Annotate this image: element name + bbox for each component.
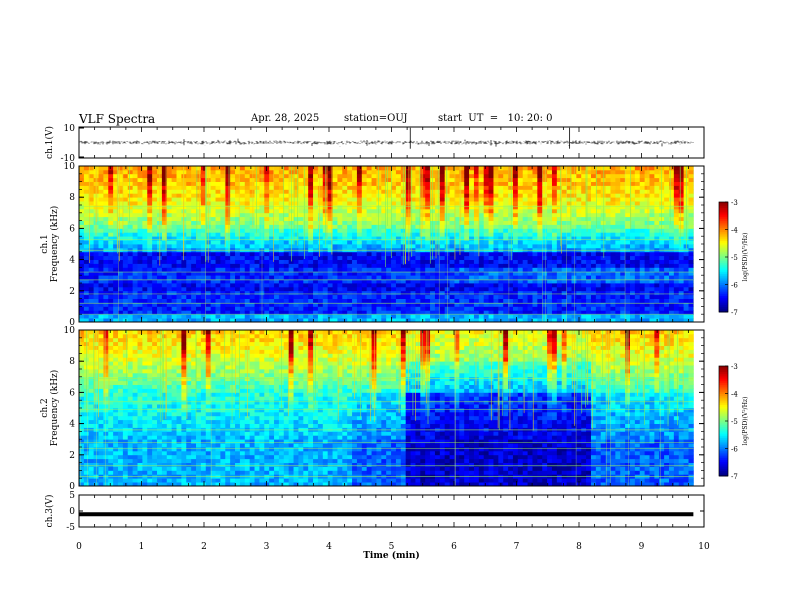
y-tick-label: 10 (64, 124, 76, 134)
x-tick-label: 1 (139, 542, 145, 552)
ch1-ylabel: ch.1(V) (44, 126, 55, 159)
colorbar-tick-label: -5 (731, 254, 738, 262)
frequency-axis-label: Frequency (kHz) (49, 370, 60, 447)
y-tick-label: 4 (69, 420, 75, 430)
panel-channel-label: ch.2 (40, 398, 50, 417)
y-tick-label: 4 (69, 256, 75, 266)
colorbar-tick-label: -6 (731, 282, 738, 290)
y-tick-label: 5 (69, 491, 75, 501)
x-tick-label: 4 (326, 542, 332, 552)
colorbar-tick-label: -5 (731, 418, 738, 426)
x-tick-label: 3 (264, 542, 270, 552)
colorbar-tick-label: -6 (731, 446, 738, 454)
x-tick-label: 0 (76, 542, 82, 552)
ch2-spectrogram-colorbar: -3 -4 -5 -6 -7 log(PSD)(V²/Hz) (718, 363, 749, 481)
x-tick-label: 8 (576, 542, 582, 552)
y-tick-label: 2 (69, 287, 75, 297)
x-tick-label: 9 (639, 542, 645, 552)
ch3-ylabel: ch.3(V) (44, 495, 55, 528)
colorbar-tick-label: -3 (731, 363, 738, 371)
station-label: station=OUJ (344, 113, 408, 124)
colorbar-label: log(PSD)(V²/Hz) (742, 397, 749, 446)
x-tick-label: 2 (201, 542, 207, 552)
y-tick-label: 6 (69, 224, 75, 234)
y-tick-label: 8 (69, 357, 75, 367)
start-time-label: start UT = 10: 20: 0 (438, 113, 553, 124)
colorbar-tick-label: -4 (731, 227, 738, 235)
y-tick-label: 2 (69, 451, 75, 461)
colorbar-label: log(PSD)(V²/Hz) (742, 233, 749, 282)
colorbar-tick-label: -3 (731, 199, 738, 207)
y-tick-label: 0 (69, 318, 75, 328)
y-tick-label: 8 (69, 193, 75, 203)
frequency-axis-label: Frequency (kHz) (49, 206, 60, 283)
colorbar-tick-label: -7 (731, 309, 738, 317)
y-tick-label: 6 (69, 388, 75, 398)
ch1-spectrogram (79, 166, 694, 323)
x-axis-label: Time (min) (363, 550, 420, 561)
date-label: Apr. 28, 2025 (251, 113, 320, 124)
y-tick-label: -5 (66, 523, 75, 533)
chart-title: VLF Spectra (79, 112, 156, 126)
y-tick-label: 10 (64, 326, 76, 336)
ch2-spectrogram (79, 330, 694, 487)
x-tick-label: 6 (451, 542, 457, 552)
colorbar-tick-label: -4 (731, 391, 738, 399)
ch1-spectrogram-colorbar: -3 -4 -5 -6 -7 log(PSD)(V²/Hz) (718, 199, 749, 317)
y-tick-label: -10 (61, 154, 76, 164)
x-tick-label: 5 (389, 542, 395, 552)
y-tick-label: 0 (69, 507, 75, 517)
x-tick-label: 7 (514, 542, 520, 552)
colorbar-tick-label: -7 (731, 473, 738, 481)
y-tick-label: 0 (69, 482, 75, 492)
y-tick-label: 10 (64, 162, 76, 172)
x-tick-label: 10 (698, 542, 710, 552)
ch1-waveform (78, 138, 694, 147)
panel-channel-label: ch.1 (40, 234, 50, 253)
